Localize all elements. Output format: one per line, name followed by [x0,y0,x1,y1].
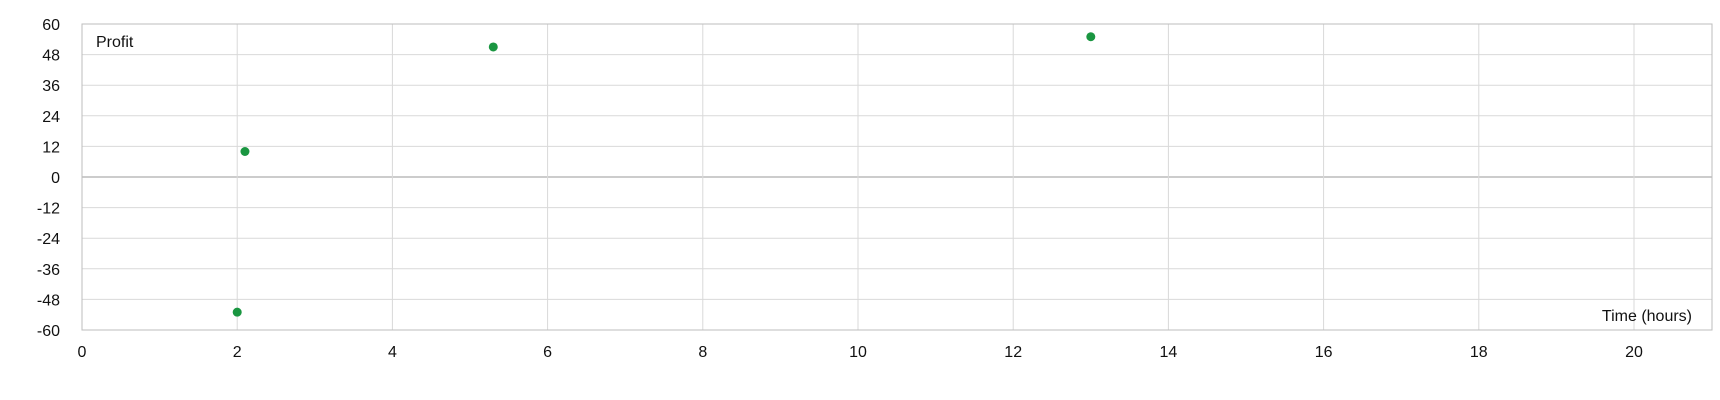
y-tick-label: 24 [42,109,60,126]
y-axis-ticks: 60 48 36 24 12 0 -12 -24 -36 -48 -60 [37,17,60,340]
y-axis-label: Profit [96,34,134,51]
data-points [232,32,1096,317]
y-tick-label: -60 [37,323,60,340]
y-tick-label: -48 [37,292,60,309]
x-tick-label: 8 [698,344,707,361]
plot-frame [81,23,1713,331]
y-tick-label: -12 [37,201,60,218]
x-tick-label: 12 [1004,344,1022,361]
y-tick-label: 0 [51,170,60,187]
y-tick-label: 48 [42,48,60,65]
y-tick-label: 60 [42,17,60,34]
y-tick-label: 36 [42,78,60,95]
x-tick-label: 0 [78,344,87,361]
x-tick-label: 14 [1160,344,1178,361]
x-axis-label: Time (hours) [1602,308,1692,325]
y-tick-label: 12 [42,139,60,156]
y-tick-label: -36 [37,262,60,279]
data-point [488,42,498,52]
x-tick-label: 10 [849,344,867,361]
x-tick-label: 18 [1470,344,1488,361]
x-tick-label: 6 [543,344,552,361]
y-tick-label: -24 [37,231,60,248]
x-tick-label: 20 [1625,344,1643,361]
data-point [232,307,242,317]
x-tick-label: 16 [1315,344,1333,361]
data-point [1086,32,1096,42]
grid [81,23,1712,331]
x-tick-label: 4 [388,344,397,361]
x-axis-ticks: 0 2 4 6 8 10 12 14 16 18 20 [78,344,1643,361]
data-point [240,147,250,156]
x-tick-label: 2 [233,344,242,361]
